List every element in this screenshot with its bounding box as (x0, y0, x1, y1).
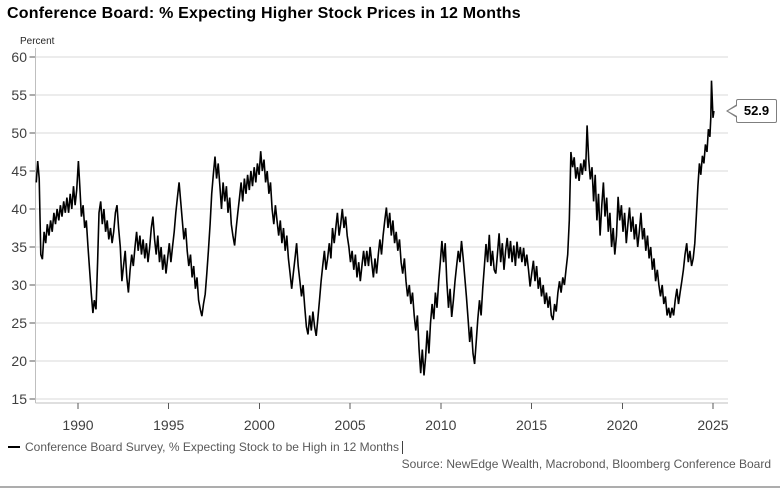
y-tick-label: 20 (11, 353, 27, 369)
y-tick-label: 45 (11, 163, 27, 179)
x-tick-label: 2000 (244, 417, 275, 433)
page-title: Conference Board: % Expecting Higher Sto… (7, 5, 521, 22)
x-tick-label: 2005 (335, 417, 366, 433)
legend-label: Conference Board Survey, % Expecting Sto… (25, 440, 399, 454)
axes (29, 48, 728, 409)
y-tick-label: 30 (11, 277, 27, 293)
legend-line-swatch (8, 446, 20, 448)
y-tick-label: 25 (11, 315, 27, 331)
callout-value: 52.9 (743, 103, 770, 118)
source-credit: Source: NewEdge Wealth, Macrobond, Bloom… (401, 457, 771, 471)
y-tick-label: 55 (11, 87, 27, 103)
legend-separator (401, 440, 403, 454)
x-tick-label: 2025 (697, 417, 728, 433)
y-tick-label: 15 (11, 391, 27, 407)
y-tick-label: 40 (11, 201, 27, 217)
x-tick-label: 1995 (153, 417, 184, 433)
gridlines (35, 56, 728, 400)
x-tick-label: 2015 (516, 417, 547, 433)
last-value-callout: 52.9 (726, 99, 777, 123)
y-axis-unit-label: Percent (20, 36, 55, 47)
x-tick-label: 2010 (425, 417, 456, 433)
y-tick-label: 60 (11, 49, 27, 65)
y-tick-label: 35 (11, 239, 27, 255)
x-tick-label: 2020 (607, 417, 638, 433)
bottom-divider (0, 486, 780, 488)
series-line (35, 80, 715, 376)
x-tick-label: 1990 (62, 417, 93, 433)
legend: Conference Board Survey, % Expecting Sto… (8, 439, 403, 455)
y-tick-label: 50 (11, 125, 27, 141)
